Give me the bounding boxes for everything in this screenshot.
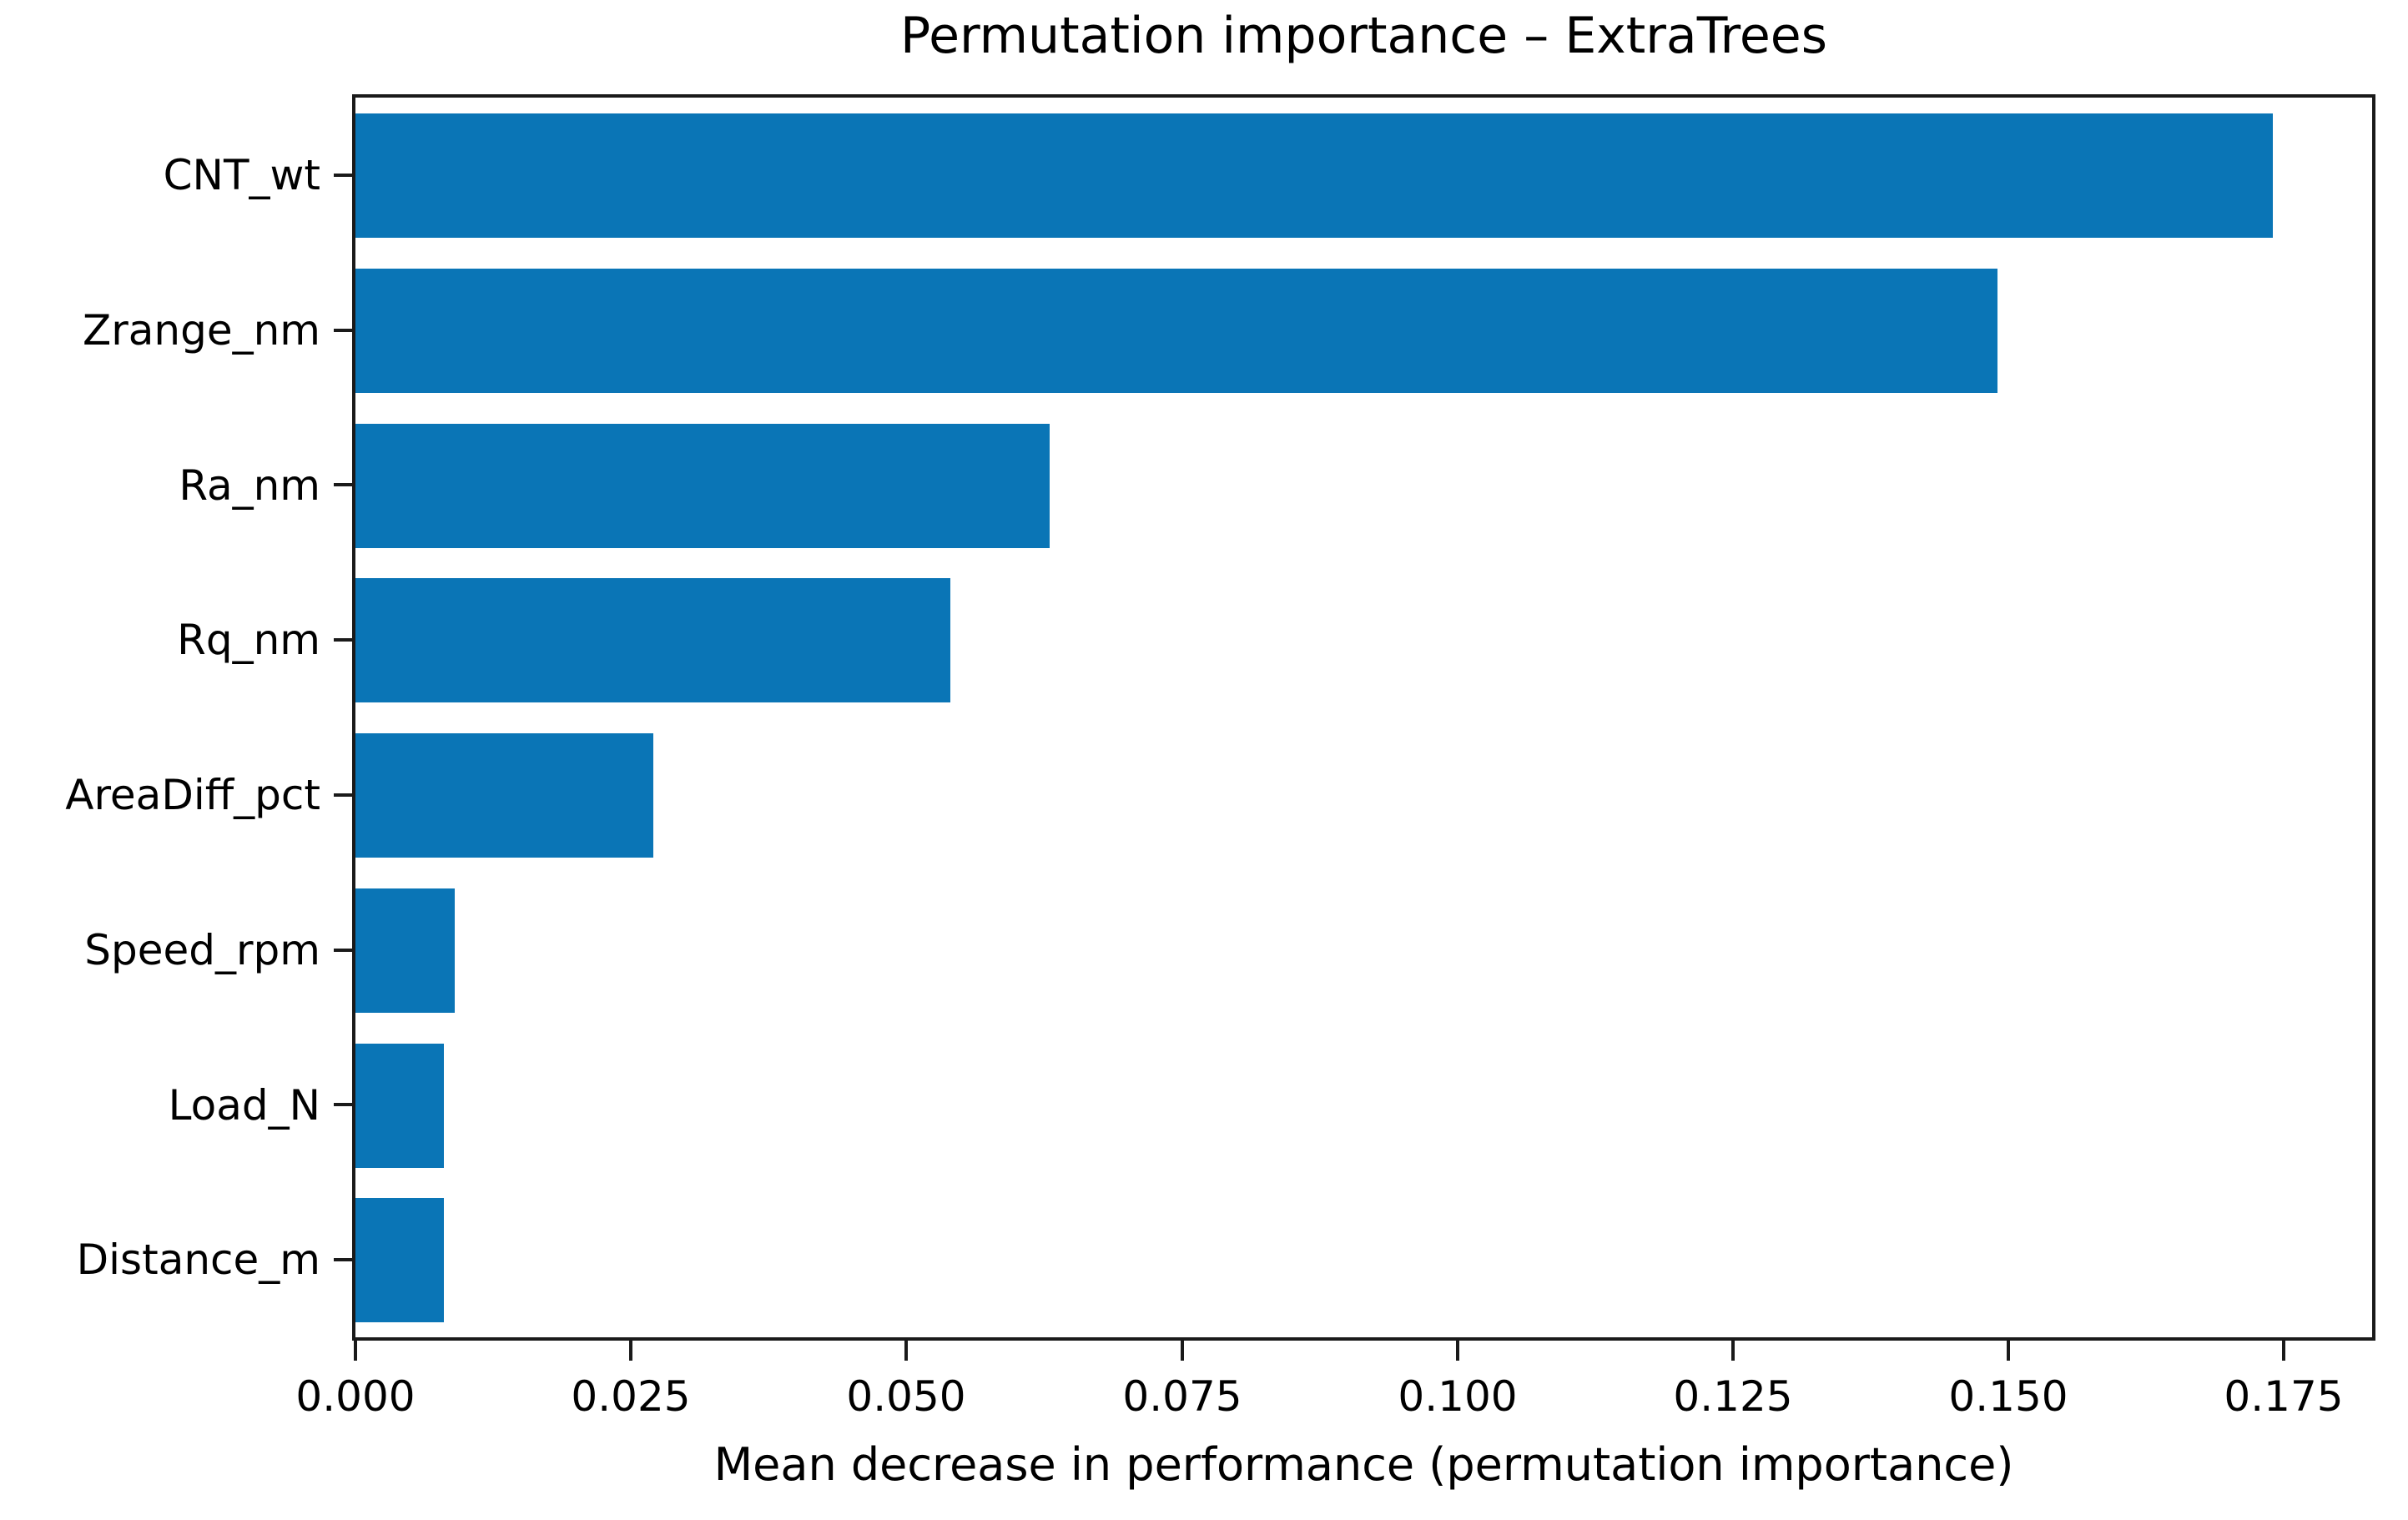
x-tick-label-0.175: 0.175 <box>2224 1372 2344 1421</box>
y-tick-mark <box>334 793 352 797</box>
bar-CNT_wt <box>355 113 2274 238</box>
y-tick-label-Rq_nm: Rq_nm <box>177 616 320 664</box>
bar-Load_N <box>355 1044 444 1168</box>
x-tick-mark <box>1731 1341 1735 1361</box>
x-axis-label: Mean decrease in performance (permutatio… <box>713 1438 2014 1491</box>
x-tick-label-0.125: 0.125 <box>1673 1372 1793 1421</box>
x-tick-mark <box>2007 1341 2010 1361</box>
y-tick-mark <box>334 1258 352 1261</box>
y-tick-label-AreaDiff_pct: AreaDiff_pct <box>65 771 320 819</box>
y-tick-label-Ra_nm: Ra_nm <box>179 461 320 510</box>
x-tick-label-0.000: 0.000 <box>295 1372 416 1421</box>
y-tick-mark <box>334 638 352 642</box>
x-tick-label-0.050: 0.050 <box>846 1372 966 1421</box>
y-tick-label-Load_N: Load_N <box>168 1081 320 1130</box>
bar-Zrange_nm <box>355 269 1997 393</box>
y-tick-label-Speed_rpm: Speed_rpm <box>84 926 320 974</box>
bar-Ra_nm <box>355 424 1050 548</box>
y-tick-mark <box>334 949 352 952</box>
bar-Speed_rpm <box>355 888 455 1013</box>
x-tick-label-0.150: 0.150 <box>1948 1372 2068 1421</box>
y-tick-mark <box>334 1103 352 1106</box>
x-tick-label-0.025: 0.025 <box>571 1372 691 1421</box>
bars-layer <box>355 98 2372 1337</box>
y-tick-mark <box>334 329 352 332</box>
x-tick-mark <box>2282 1341 2285 1361</box>
bar-Distance_m <box>355 1198 444 1322</box>
y-tick-label-Zrange_nm: Zrange_nm <box>82 306 320 355</box>
y-tick-label-CNT_wt: CNT_wt <box>163 151 320 199</box>
x-tick-label-0.075: 0.075 <box>1122 1372 1242 1421</box>
x-tick-mark <box>1181 1341 1184 1361</box>
x-tick-mark <box>1456 1341 1459 1361</box>
x-tick-mark <box>354 1341 357 1361</box>
bar-Rq_nm <box>355 578 951 702</box>
y-tick-mark <box>334 483 352 486</box>
x-tick-mark <box>904 1341 908 1361</box>
y-tick-mark <box>334 174 352 177</box>
x-tick-mark <box>629 1341 632 1361</box>
bar-AreaDiff_pct <box>355 733 653 858</box>
x-tick-label-0.100: 0.100 <box>1398 1372 1518 1421</box>
y-tick-label-Distance_m: Distance_m <box>76 1236 320 1284</box>
chart-title: Permutation importance – ExtraTrees <box>900 7 1827 65</box>
